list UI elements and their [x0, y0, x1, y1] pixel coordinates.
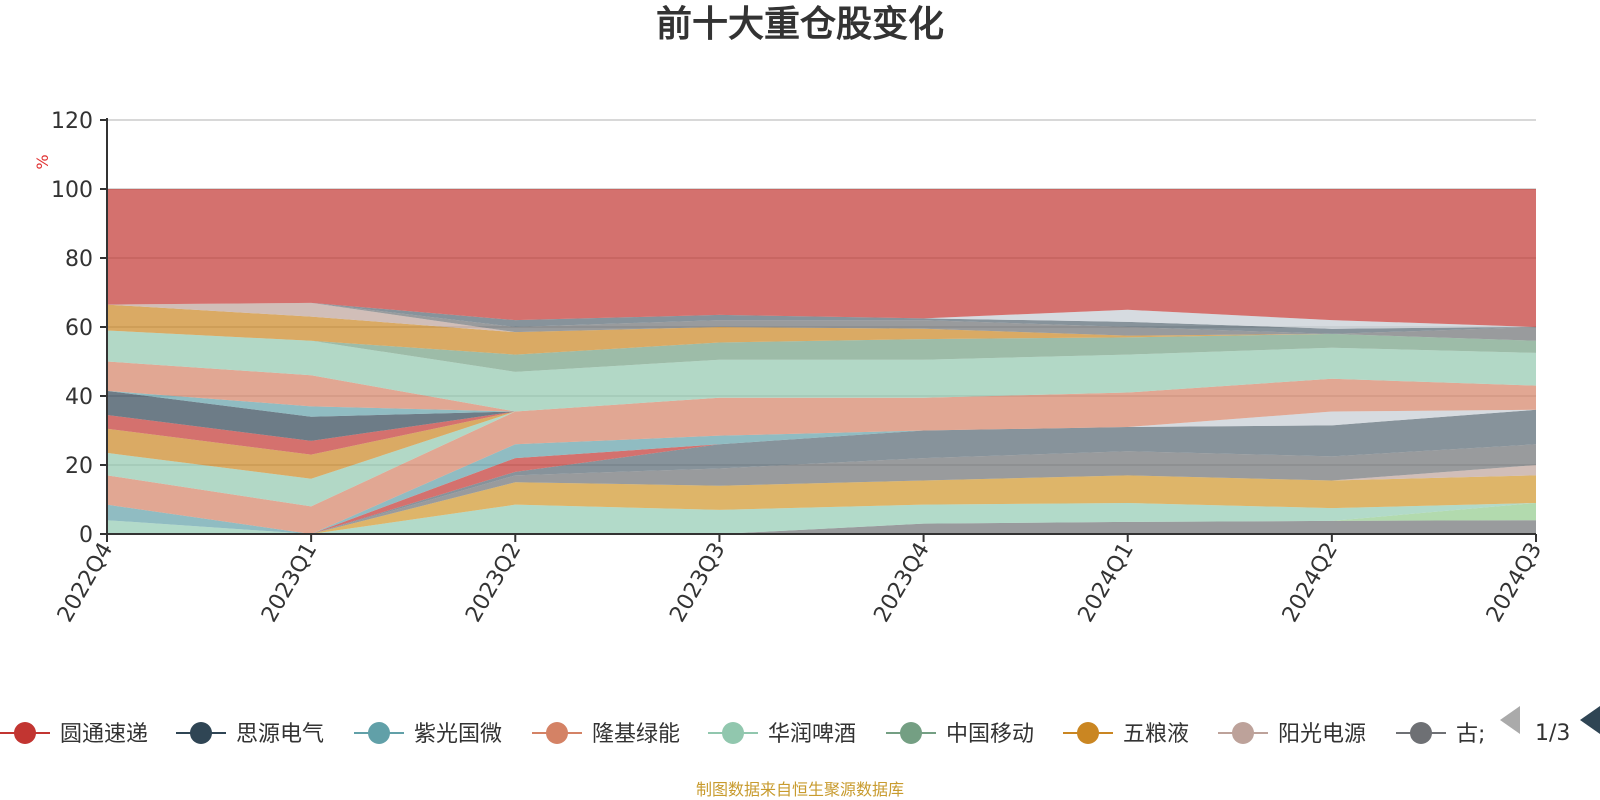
legend-item-8[interactable]: 古;	[1396, 722, 1485, 747]
legend-marker-icon	[368, 722, 390, 744]
legend-label: 五粮液	[1123, 722, 1189, 747]
legend-marker-icon	[722, 722, 744, 744]
data-source-note: 制图数据来自恒生聚源数据库	[696, 780, 904, 799]
legend-label: 中国移动	[946, 722, 1034, 747]
legend-next-arrow-icon[interactable]	[1580, 706, 1600, 734]
area-layer-k	[107, 409, 1536, 534]
x-tick-label-2024Q3: 2024Q3	[1482, 539, 1547, 627]
legend: 圆通速递 思源电气 紫光国微 隆基绿能 华润啤酒 中国移动 五粮液 阳光电源 古;	[0, 722, 1485, 747]
x-tick-label-2023Q4: 2023Q4	[869, 539, 934, 627]
x-tick-label-2024Q1: 2024Q1	[1074, 539, 1139, 627]
legend-label: 紫光国微	[414, 722, 502, 747]
legend-pager: 1/3	[1500, 706, 1600, 746]
x-tick-label-2023Q3: 2023Q3	[665, 539, 730, 627]
area-layer-t	[107, 330, 1536, 372]
legend-item-6[interactable]: 五粮液	[1063, 722, 1189, 747]
x-tick-label-2024Q2: 2024Q2	[1278, 539, 1343, 627]
legend-label: 阳光电源	[1278, 722, 1366, 747]
y-tick-label-60: 60	[65, 316, 93, 341]
y-tick-label-80: 80	[65, 247, 93, 272]
legend-marker-icon	[546, 722, 568, 744]
area-layer-u	[107, 304, 1536, 355]
legend-page-indicator: 1/3	[1535, 721, 1570, 746]
legend-item-0[interactable]: 圆通速递	[0, 722, 148, 747]
y-tick-label-40: 40	[65, 385, 93, 410]
legend-marker-icon	[14, 722, 36, 744]
legend-item-3[interactable]: 隆基绿能	[532, 722, 680, 747]
area-layer-x	[107, 302, 1536, 334]
x-tick-label-2023Q2: 2023Q2	[461, 539, 526, 627]
legend-marker-icon	[1077, 722, 1099, 744]
area-layer-s	[107, 330, 1536, 412]
legend-label: 古;	[1456, 722, 1485, 747]
area-layer-z	[107, 189, 1536, 327]
area-layer-v	[107, 302, 1536, 341]
y-tick-label-20: 20	[65, 454, 93, 479]
legend-item-1[interactable]: 思源电气	[176, 722, 324, 747]
area-layer-l	[107, 378, 1536, 534]
x-tick-label-2022Q4: 2022Q4	[53, 539, 118, 627]
legend-item-5[interactable]: 中国移动	[886, 722, 1034, 747]
area-layer-c	[107, 502, 1536, 534]
y-tick-label-0: 0	[79, 523, 93, 548]
area-layer-n	[107, 378, 1536, 479]
chart-title: 前十大重仓股变化	[656, 3, 944, 45]
legend-label: 华润啤酒	[768, 722, 856, 747]
legend-label: 隆基绿能	[592, 722, 680, 747]
y-tick-label-120: 120	[51, 109, 93, 134]
legend-item-4[interactable]: 华润啤酒	[708, 722, 856, 747]
legend-prev-arrow-icon[interactable]	[1500, 706, 1520, 734]
legend-label: 圆通速递	[60, 722, 148, 747]
area-series	[107, 189, 1536, 534]
legend-marker-icon	[900, 722, 922, 744]
legend-item-2[interactable]: 紫光国微	[354, 722, 502, 747]
legend-item-7[interactable]: 阳光电源	[1218, 722, 1366, 747]
area-layer-a	[107, 520, 1536, 534]
legend-label: 思源电气	[236, 722, 324, 747]
x-tick-label-2023Q1: 2023Q1	[257, 539, 322, 627]
legend-marker-icon	[190, 722, 212, 744]
legend-marker-icon	[1232, 722, 1254, 744]
legend-marker-icon	[1410, 722, 1432, 744]
area-layer-g	[107, 409, 1536, 534]
y-axis-label: %	[33, 154, 52, 169]
area-layer-y	[107, 302, 1536, 329]
area-layer-m	[107, 378, 1536, 507]
area-layer-w	[107, 302, 1536, 341]
area-layer-d	[107, 475, 1536, 534]
y-tick-label-100: 100	[51, 178, 93, 203]
area-layer-f	[107, 444, 1536, 534]
